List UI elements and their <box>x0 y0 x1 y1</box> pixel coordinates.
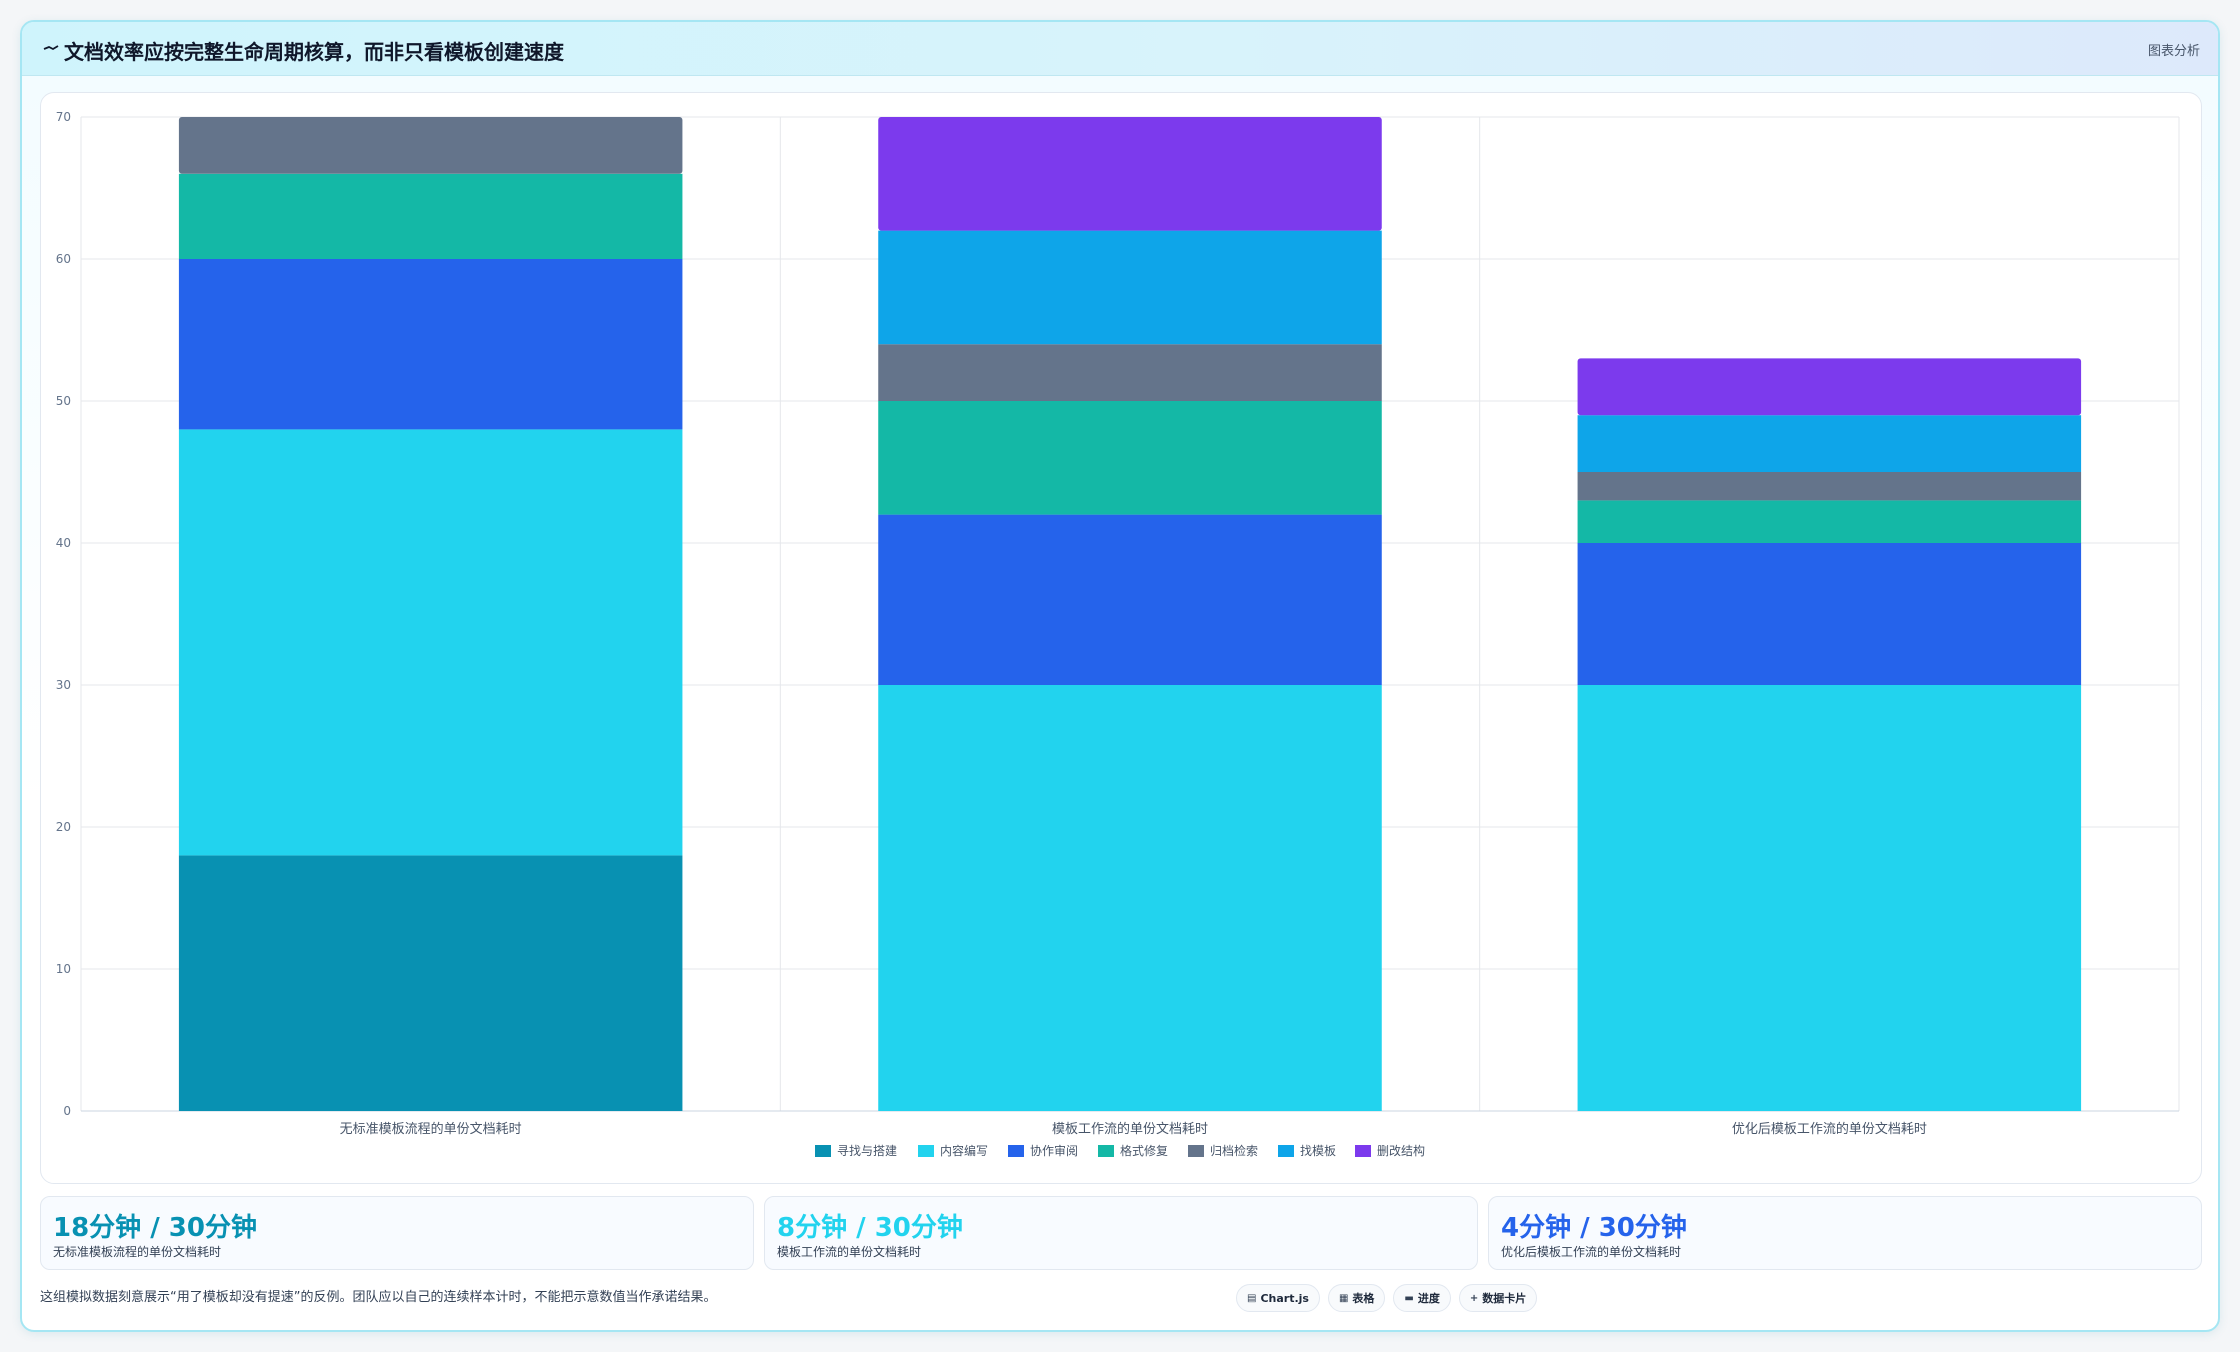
kpi-label: 模板工作流的单份文档耗时 <box>777 1245 922 1259</box>
kpi-card-3: 4分钟 / 30分钟 优化后模板工作流的单份文档耗时 <box>1488 1196 2202 1270</box>
table-view-button[interactable]: ▦ 表格 <box>1327 1284 1386 1312</box>
y-tick-label: 50 <box>56 394 71 408</box>
legend-label: 找模板 <box>1300 1144 1336 1158</box>
legend-label: 协作审阅 <box>1030 1143 1078 1158</box>
legend-label: 归档检索 <box>1210 1143 1258 1158</box>
chart-icon: ▤ <box>1247 1292 1257 1304</box>
legend-swatch <box>918 1145 934 1157</box>
card-header: 文档效率应按完整生命周期核算，而非只看模板创建速度 图表分析 <box>22 22 2218 76</box>
bar-segment <box>878 117 1382 231</box>
kpi-card-1: 18分钟 / 30分钟 无标准模板流程的单份文档耗时 <box>40 1196 754 1270</box>
chart-analysis-tag[interactable]: 图表分析 <box>2147 44 2200 59</box>
bar-segment <box>878 685 1382 1111</box>
y-tick-label: 30 <box>56 678 71 692</box>
kpi-card-2: 8分钟 / 30分钟 模板工作流的单份文档耗时 <box>764 1196 1478 1270</box>
legend-label: 内容编写 <box>940 1143 988 1158</box>
bar-segment <box>878 401 1382 515</box>
footnote: 这组模拟数据刻意展示“用了模板却没有提速”的反例。团队应以自己的连续样本计时，不… <box>40 1290 717 1305</box>
chartjs-view-button[interactable]: ▤ Chart.js <box>1236 1284 1320 1312</box>
x-tick-label: 模板工作流的单份文档耗时 <box>1052 1121 1208 1137</box>
cards-label: 数据卡片 <box>1482 1292 1527 1305</box>
bar-segment <box>178 117 683 174</box>
bar-segment <box>1577 472 2082 501</box>
bar-segment <box>178 429 683 856</box>
stacked-bar-chart: 0 10 20 30 40 50 60 70 无标准模板流程的单份文档耗时 模板工作流的单份文档耗… <box>56 110 2180 1158</box>
bar-segment <box>178 259 683 430</box>
legend-label: 寻找与搭建 <box>837 1144 897 1158</box>
kpi-value: 8分钟 / 30分钟 <box>777 1213 963 1243</box>
chart-panel: 0 10 20 30 40 50 60 70 无标准模板流程的单份文档耗时 模板工作流的单份文档耗… <box>40 92 2202 1184</box>
bar-segment <box>1577 543 2082 685</box>
legend-label: 格式修复 <box>1120 1143 1168 1158</box>
y-tick-label: 40 <box>56 536 71 550</box>
kpi-label: 无标准模板流程的单份文档耗时 <box>53 1245 222 1259</box>
bar-segment <box>1577 500 2082 543</box>
bar-segment <box>1577 358 2082 416</box>
trend-icon <box>43 45 59 51</box>
bar-segment <box>178 173 683 259</box>
legend-swatch <box>1008 1145 1024 1157</box>
y-tick-label: 0 <box>63 1104 71 1118</box>
kpi-value: 4分钟 / 30分钟 <box>1501 1213 1687 1243</box>
view-toolbar: ▤ Chart.js ▦ 表格 ▬ 进度 + 数据卡片 <box>1236 1284 1538 1312</box>
progress-view-button[interactable]: ▬ 进度 <box>1393 1284 1451 1312</box>
y-tick-label: 60 <box>56 252 71 266</box>
y-tick-label: 10 <box>56 962 71 976</box>
legend-label: 删改结构 <box>1377 1143 1425 1158</box>
legend-swatch <box>1355 1145 1371 1157</box>
x-tick-label: 无标准模板流程的单份文档耗时 <box>340 1121 522 1137</box>
kpi-label: 优化后模板工作流的单份文档耗时 <box>1501 1245 1682 1259</box>
chartjs-label: Chart.js <box>1260 1291 1309 1305</box>
bar-segment <box>878 514 1382 685</box>
chart-card: 文档效率应按完整生命周期核算，而非只看模板创建速度 图表分析 0 10 20 30 40… <box>20 20 2220 1332</box>
page-title: 文档效率应按完整生命周期核算，而非只看模板创建速度 <box>64 40 564 64</box>
bar-segment <box>878 230 1382 345</box>
bar-segment <box>1577 415 2082 472</box>
table-icon: ▦ <box>1338 1292 1349 1304</box>
table-label: 表格 <box>1352 1292 1375 1305</box>
bar-segment <box>1577 685 2082 1111</box>
legend-swatch <box>1278 1145 1294 1157</box>
cards-view-button[interactable]: + 数据卡片 <box>1458 1284 1538 1312</box>
x-tick-label: 优化后模板工作流的单份文档耗时 <box>1732 1121 1927 1137</box>
kpi-value: 18分钟 / 30分钟 <box>53 1213 257 1243</box>
bar-segment <box>178 855 683 1111</box>
progress-icon: ▬ <box>1404 1292 1414 1304</box>
progress-label: 进度 <box>1417 1292 1440 1305</box>
legend-swatch <box>1098 1145 1114 1157</box>
y-tick-label: 20 <box>56 820 71 834</box>
plus-icon: + <box>1469 1292 1479 1304</box>
legend-swatch <box>815 1145 831 1157</box>
y-tick-label: 70 <box>56 110 71 124</box>
bar-segment <box>878 344 1382 401</box>
legend-swatch <box>1188 1145 1204 1157</box>
